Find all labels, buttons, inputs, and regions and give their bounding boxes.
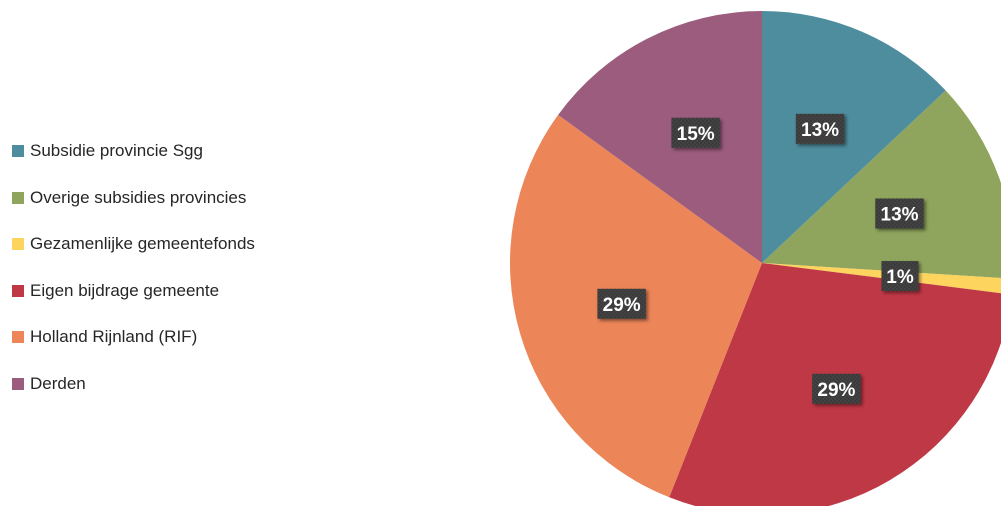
data-label-text: 13%: [881, 204, 919, 225]
data-label-text: 29%: [603, 295, 641, 316]
data-label-box: [881, 261, 919, 292]
data-label-3: 29%: [812, 373, 861, 404]
legend-label: Gezamenlijke gemeentefonds: [30, 234, 255, 253]
legend-swatch: [12, 191, 24, 204]
legend-label: Subsidie provincie Sgg: [30, 141, 203, 160]
legend-label: Holland Rijnland (RIF): [30, 327, 198, 346]
data-label-text: 13%: [801, 120, 839, 141]
data-label-2: 1%: [881, 261, 919, 292]
data-label-box: [795, 113, 845, 144]
data-label-4: 29%: [597, 288, 646, 319]
data-label-text: 1%: [886, 267, 914, 288]
data-label-box: [671, 117, 720, 148]
pie-data-labels: 13% 13% 1% 29% 29% 15%: [597, 113, 924, 404]
legend-label: Derden: [30, 373, 86, 393]
legend-item-derden: Derden: [12, 373, 255, 395]
data-label-box: [875, 198, 924, 229]
legend-item-gezamenlijke-gemeentefonds: Gezamenlijke gemeentefonds: [12, 233, 255, 255]
data-label-box: [812, 373, 861, 404]
data-label-0: 13%: [795, 113, 845, 144]
legend-item-overige-subsidies-provincies: Overige subsidies provincies: [12, 187, 255, 209]
pie-slice-0: [762, 11, 946, 263]
pie-slice-2: [762, 263, 1001, 294]
data-label-text: 29%: [817, 380, 855, 401]
pie-slice-1: [762, 90, 1001, 279]
legend-swatch: [12, 331, 24, 343]
legend-swatch: [12, 145, 24, 157]
pie-slice-5: [558, 11, 762, 263]
data-label-1: 13%: [875, 198, 924, 229]
data-label-text: 15%: [677, 124, 715, 145]
legend-swatch: [12, 377, 24, 390]
data-label-box: [597, 288, 646, 319]
legend-swatch: [12, 284, 24, 297]
legend-item-eigen-bijdrage-gemeente: Eigen bijdrage gemeente: [12, 280, 255, 302]
legend-item-holland-rijnland-rif: Holland Rijnland (RIF): [12, 326, 255, 348]
pie-slices: [509, 11, 1001, 506]
chart-legend: Subsidie provincie Sgg Overige subsidies…: [12, 140, 255, 419]
legend-label: Eigen bijdrage gemeente: [30, 280, 220, 300]
legend-item-subsidie-provincie-sgg: Subsidie provincie Sgg: [12, 140, 255, 162]
legend-label: Overige subsidies provincies: [30, 187, 247, 207]
data-label-5: 15%: [671, 117, 720, 148]
legend-swatch: [12, 238, 24, 250]
